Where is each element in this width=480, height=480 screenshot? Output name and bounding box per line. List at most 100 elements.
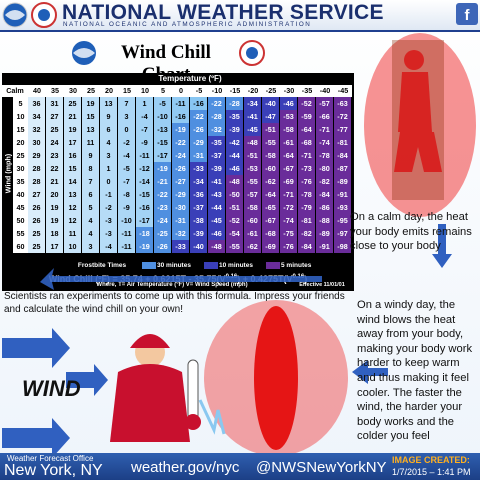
wind-chill: -41 [208, 175, 226, 188]
wind-chill: -76 [298, 175, 316, 188]
temperature: 0 [172, 85, 190, 97]
wind-chill: -82 [298, 227, 316, 240]
wind-chill: -24 [154, 214, 172, 227]
created-label: IMAGE CREATED: [392, 455, 470, 465]
wind-chill: 32 [28, 123, 46, 136]
wind-chill: 31 [46, 97, 64, 110]
wind-chill: 25 [46, 123, 64, 136]
footer: Weather Forecast Office New York, NY wea… [0, 453, 480, 480]
wind-chill: 10 [64, 240, 82, 253]
wind-chill: 23 [46, 149, 64, 162]
wind-chill: -22 [190, 110, 208, 123]
wind-chill: -22 [208, 97, 226, 110]
wind-chill: -22 [154, 188, 172, 201]
wind-chill: -26 [172, 162, 190, 175]
wind-chill: -28 [208, 110, 226, 123]
wind-chill: -58 [280, 123, 298, 136]
temperature: -30 [280, 85, 298, 97]
wind-chill: -80 [316, 162, 334, 175]
wind-chill: -29 [190, 136, 208, 149]
wind-chill: -53 [280, 110, 298, 123]
wind-chill: -53 [244, 162, 262, 175]
wind-chill: -55 [226, 240, 244, 253]
wind-chill: 9 [100, 110, 118, 123]
legend-title: Frostbite Times [77, 262, 127, 269]
wind-chill: -71 [316, 123, 334, 136]
wind-chill: -74 [316, 136, 334, 149]
wind-chill: -17 [136, 214, 154, 227]
corner-label: Calm [2, 85, 28, 97]
wind-speed: 15 [13, 123, 28, 136]
temperature: -15 [226, 85, 244, 97]
wind-chill: -37 [208, 149, 226, 162]
header-title: NATIONAL WEATHER SERVICE [62, 1, 384, 24]
wind-chill: -91 [334, 188, 352, 201]
wind-chill: -82 [316, 175, 334, 188]
wind-chill: -77 [334, 123, 352, 136]
logos [2, 2, 57, 28]
wind-chill: -67 [262, 214, 280, 227]
wind-chill: -71 [298, 149, 316, 162]
wind-chill: -69 [280, 175, 298, 188]
wind-chill: 34 [28, 110, 46, 123]
wind-chill: 6 [100, 123, 118, 136]
wind-chill: -9 [136, 136, 154, 149]
wind-chill: -32 [208, 123, 226, 136]
wind-chill: -18 [136, 227, 154, 240]
wind-chill: -46 [208, 227, 226, 240]
wind-chill: 13 [100, 97, 118, 110]
wind-chill: -11 [118, 240, 136, 253]
wind-chill: 8 [82, 162, 100, 175]
wind-chill: -11 [118, 227, 136, 240]
wind-chill: -72 [280, 201, 298, 214]
wind-chill: 1 [100, 162, 118, 175]
wind-speed: 10 [13, 110, 28, 123]
wind-chill: 14 [64, 175, 82, 188]
wind-chill: -8 [118, 188, 136, 201]
wind-chill: -66 [316, 110, 334, 123]
temperature: 40 [28, 85, 46, 97]
wind-chill: -31 [190, 149, 208, 162]
wind-chill: -33 [172, 240, 190, 253]
wind-chill: 13 [82, 123, 100, 136]
wind-chill: 13 [64, 188, 82, 201]
wind-chill: -71 [280, 188, 298, 201]
temperature: -5 [190, 85, 208, 97]
wind-chill: -32 [172, 227, 190, 240]
wind-chill: 9 [82, 149, 100, 162]
wind-chill: -4 [118, 149, 136, 162]
wind-chill: 11 [64, 227, 82, 240]
wind-chill: -50 [226, 188, 244, 201]
wind-chill: -60 [262, 162, 280, 175]
wind-chill: 15 [82, 110, 100, 123]
wind-speed: 40 [13, 188, 28, 201]
table-title: Temperature (ºF) [158, 74, 222, 83]
wind-chill: -81 [298, 214, 316, 227]
wind-chill: -48 [208, 240, 226, 253]
temperature: 30 [64, 85, 82, 97]
temperature: 35 [46, 85, 64, 97]
wind-chill: -28 [226, 97, 244, 110]
wind-chill: -44 [226, 149, 244, 162]
wind-chill: 30 [28, 136, 46, 149]
wind-chill: -69 [262, 240, 280, 253]
header-subtitle: NATIONAL OCEANIC AND ATMOSPHERIC ADMINIS… [63, 21, 312, 28]
wind-speed: 50 [13, 214, 28, 227]
wind-chill: -84 [298, 240, 316, 253]
wind-chill: -54 [226, 227, 244, 240]
legend-swatch [266, 262, 280, 269]
wind-chill: 25 [28, 227, 46, 240]
wind-chill: 29 [28, 149, 46, 162]
website: weather.gov/nyc [131, 459, 240, 476]
wind-chill: 27 [46, 110, 64, 123]
wind-chill: -81 [334, 136, 352, 149]
wind-chill: -39 [226, 123, 244, 136]
wind-chill: -47 [262, 110, 280, 123]
wind-chill: -46 [226, 162, 244, 175]
wind-speed: 30 [13, 162, 28, 175]
wind-chill: -5 [154, 97, 172, 110]
wind-chill: -39 [208, 162, 226, 175]
wind-chill: 12 [64, 214, 82, 227]
wind-chill: -44 [208, 201, 226, 214]
legend-swatch [204, 262, 218, 269]
